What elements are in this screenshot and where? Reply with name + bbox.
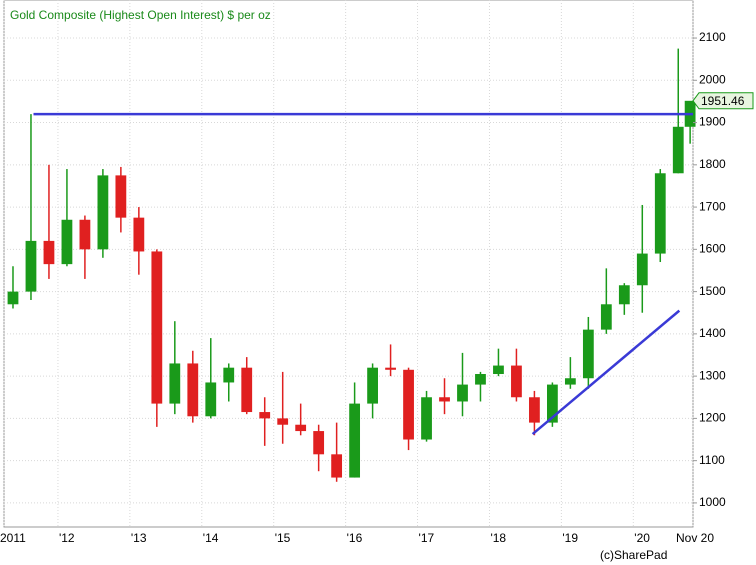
y-tick-label: 1100 <box>699 453 725 467</box>
candle-body <box>529 397 540 423</box>
y-tick-label: 1000 <box>699 495 726 509</box>
candle-body <box>313 431 325 455</box>
y-tick-label: 1800 <box>699 157 726 171</box>
x-tick-label: 2011 <box>0 531 26 545</box>
candle-body <box>475 374 486 385</box>
candle-body <box>187 363 199 417</box>
candle-body <box>439 397 450 402</box>
last-price-box <box>692 92 754 110</box>
candle-body <box>331 454 343 478</box>
y-tick-label: 2100 <box>699 30 726 44</box>
candle-body <box>403 369 414 440</box>
y-tick-label: 1600 <box>699 242 726 256</box>
y-tick-label: 1900 <box>699 115 726 129</box>
chart-title: Gold Composite (Highest Open Interest) $… <box>10 8 271 22</box>
candle-body <box>582 329 594 379</box>
candle-body <box>636 253 648 286</box>
x-tick-label: '15 <box>275 531 291 545</box>
candles <box>7 48 696 482</box>
y-tick-label: 2000 <box>699 72 726 86</box>
candle-body <box>385 367 396 370</box>
candle-body <box>600 304 612 330</box>
candle-body <box>79 219 91 250</box>
copyright: (c)SharePad <box>600 548 667 562</box>
candle-body <box>241 367 253 413</box>
x-tick-label: '13 <box>131 531 147 545</box>
candle-body <box>654 173 666 254</box>
y-tick-label: 1300 <box>699 368 726 382</box>
candle-body <box>367 367 378 404</box>
candle-body <box>564 378 576 385</box>
candle-body <box>349 403 361 478</box>
candle-body <box>511 365 522 398</box>
candle-body <box>259 412 271 419</box>
y-tick-label: 1500 <box>699 284 726 298</box>
trend-line <box>531 309 681 435</box>
x-tick-label: '16 <box>347 531 363 545</box>
candle-body <box>115 175 127 218</box>
x-tick-label: '20 <box>634 531 650 545</box>
plot-frame <box>3 0 694 528</box>
candle-body <box>97 175 109 250</box>
candle-body <box>277 418 289 425</box>
candle-body <box>421 397 432 440</box>
candle-body <box>7 291 19 305</box>
x-tick-label: Nov 20 <box>676 531 714 545</box>
candle-body <box>151 251 163 404</box>
y-tick-label: 1200 <box>699 411 726 425</box>
y-tick-label: 1400 <box>699 326 726 340</box>
candle-body <box>672 126 684 174</box>
x-tick-label: '19 <box>562 531 578 545</box>
candle-body <box>493 365 504 375</box>
candle-body <box>61 219 73 265</box>
candle-body <box>457 384 468 402</box>
candle-body <box>205 382 217 417</box>
x-tick-label: '12 <box>59 531 75 545</box>
candle-body <box>43 240 55 265</box>
candle-body <box>169 363 181 404</box>
candle-body <box>618 285 630 305</box>
y-tick-label: 1700 <box>699 199 726 213</box>
x-tick-label: '18 <box>490 531 506 545</box>
candle-body <box>223 367 235 383</box>
last-price-label: 1951.46 <box>701 94 745 108</box>
x-tick-label: '17 <box>419 531 435 545</box>
candle-body <box>25 240 37 292</box>
candle-body <box>133 217 145 252</box>
candle-body <box>547 384 558 423</box>
candle-body <box>295 424 307 432</box>
x-tick-label: '14 <box>203 531 219 545</box>
